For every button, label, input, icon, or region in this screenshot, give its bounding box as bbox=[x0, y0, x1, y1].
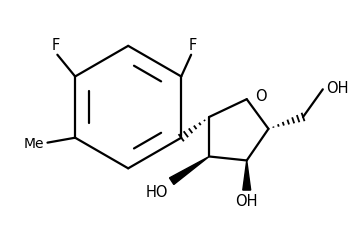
Text: OH: OH bbox=[235, 193, 258, 208]
Text: OH: OH bbox=[326, 80, 348, 95]
Text: F: F bbox=[189, 38, 197, 52]
Text: Me: Me bbox=[24, 136, 44, 150]
Polygon shape bbox=[169, 157, 209, 185]
Text: F: F bbox=[51, 38, 60, 52]
Polygon shape bbox=[243, 161, 251, 190]
Text: O: O bbox=[255, 88, 266, 103]
Text: HO: HO bbox=[145, 184, 168, 199]
